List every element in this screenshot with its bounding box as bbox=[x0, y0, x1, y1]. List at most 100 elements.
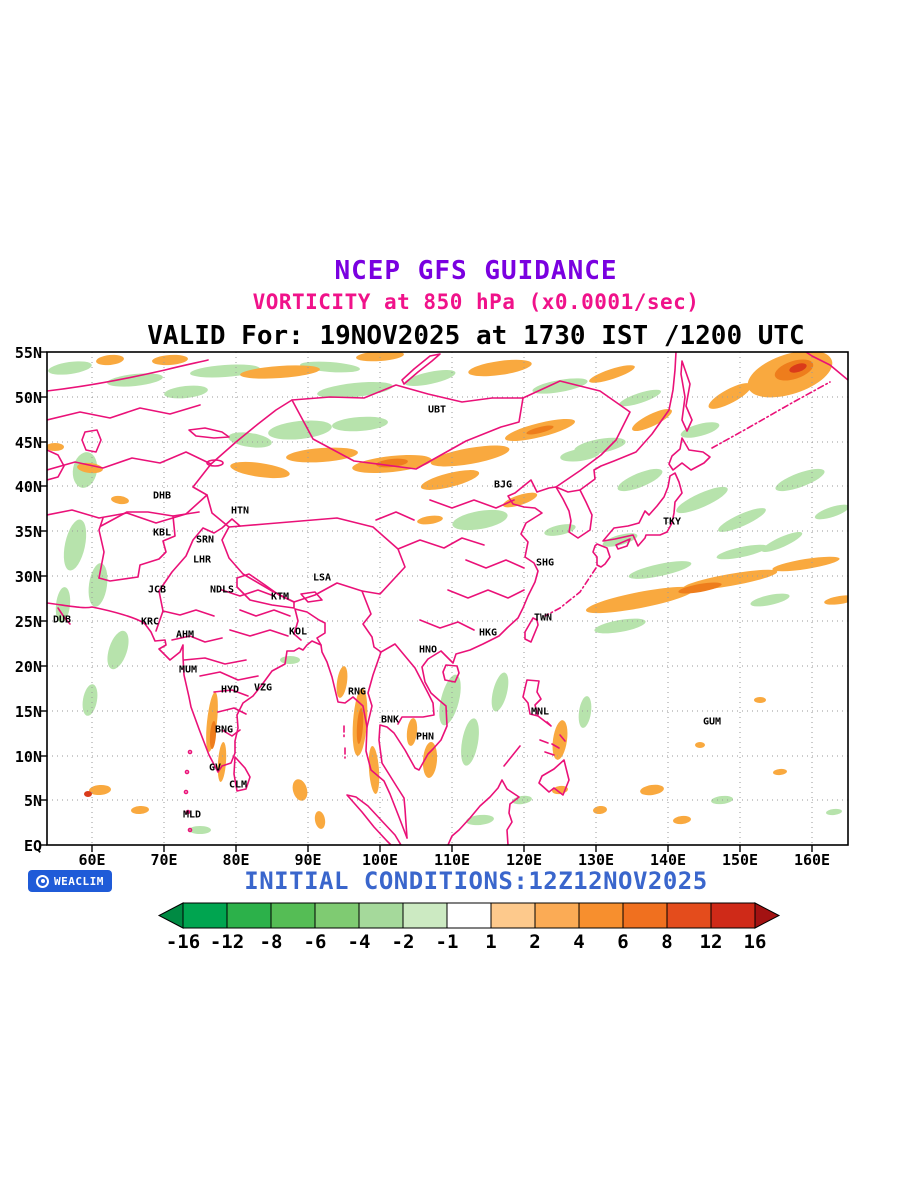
lon-label: 110E bbox=[433, 851, 471, 869]
colorbar-segment bbox=[622, 902, 668, 929]
colorbar-arrow-left bbox=[157, 902, 184, 929]
station-label-ubt: UBT bbox=[427, 404, 447, 416]
colorbar-segment bbox=[314, 902, 360, 929]
colorbar-segment bbox=[182, 902, 228, 929]
station-label-krc: KRC bbox=[140, 616, 160, 628]
lat-label: 55N bbox=[14, 344, 42, 362]
lat-label: 20N bbox=[14, 658, 42, 676]
lon-label: 140E bbox=[649, 851, 687, 869]
colorbar-segment bbox=[226, 902, 272, 929]
station-label-kol: KOL bbox=[288, 626, 308, 638]
lon-label: 90E bbox=[294, 851, 322, 869]
weaclim-badge: WEACLIM bbox=[28, 870, 112, 892]
weaclim-logo-icon bbox=[36, 874, 49, 888]
colorbar-tick-label: -4 bbox=[347, 931, 371, 953]
station-label-hno: HNO bbox=[418, 644, 438, 656]
station-label-htn: HTN bbox=[230, 505, 250, 517]
lat-label: 10N bbox=[14, 748, 42, 766]
lon-label: 160E bbox=[793, 851, 831, 869]
station-label-dhb: DHB bbox=[152, 490, 172, 502]
colorbar-segment bbox=[490, 902, 536, 929]
station-label-ndls: NDLS bbox=[209, 584, 235, 596]
station-label-gv: GV bbox=[208, 762, 222, 774]
station-label-mld: MLD bbox=[182, 809, 202, 821]
island-arc-dashes bbox=[343, 381, 831, 759]
station-label-ahm: AHM bbox=[175, 629, 195, 641]
colorbar-tick-label: 8 bbox=[661, 931, 673, 953]
station-label-lsa: LSA bbox=[312, 572, 332, 584]
valid-time-line: VALID For: 19NOV2025 at 1730 IST /1200 U… bbox=[147, 321, 805, 351]
station-label-hkg: HKG bbox=[478, 627, 498, 639]
map-frame bbox=[46, 351, 849, 846]
axis-ticks bbox=[40, 351, 813, 852]
colorbar-tick-label: 16 bbox=[743, 931, 767, 953]
lon-label: 60E bbox=[78, 851, 106, 869]
extreme-vorticity-core bbox=[84, 363, 807, 797]
lon-label: 130E bbox=[577, 851, 615, 869]
colorbar-tick-label: -2 bbox=[391, 931, 415, 953]
colorbar-segment bbox=[666, 902, 712, 929]
station-label-tky: TKY bbox=[662, 516, 682, 528]
colorbar-tick-label: -1 bbox=[435, 931, 459, 953]
negative-vorticity-shading bbox=[48, 361, 848, 834]
lat-label: 35N bbox=[14, 523, 42, 541]
station-label-twn: TWN bbox=[533, 612, 553, 624]
lat-label: 40N bbox=[14, 478, 42, 496]
lat-label: EQ bbox=[23, 837, 42, 855]
lon-label: 150E bbox=[721, 851, 759, 869]
colorbar-segment bbox=[402, 902, 448, 929]
lat-label: 50N bbox=[14, 389, 42, 407]
lon-label: 120E bbox=[505, 851, 543, 869]
colorbar-arrow-right bbox=[754, 902, 781, 929]
station-label-dub: DUB bbox=[52, 614, 72, 626]
chart-subtitle: VORTICITY at 850 hPa (x0.0001/sec) bbox=[252, 290, 700, 314]
station-label-jcb: JCB bbox=[147, 584, 167, 596]
colorbar-segment bbox=[578, 902, 624, 929]
station-label-mum: MUM bbox=[178, 664, 198, 676]
station-label-lhr: LHR bbox=[192, 554, 212, 566]
colorbar-tick-label: 12 bbox=[699, 931, 723, 953]
station-label-ktm: KTM bbox=[270, 591, 290, 603]
colorbar-tick-label: 4 bbox=[573, 931, 585, 953]
weaclim-logo-text: WEACLIM bbox=[54, 874, 104, 888]
colorbar-segment bbox=[446, 902, 492, 929]
colorbar-segment bbox=[358, 902, 404, 929]
station-label-vzg: VZG bbox=[253, 682, 273, 694]
station-label-bng: BNG bbox=[214, 724, 234, 736]
initial-conditions-line: INITIAL CONDITIONS:12Z12NOV2025 bbox=[244, 867, 708, 895]
lon-label: 70E bbox=[150, 851, 178, 869]
lon-label: 80E bbox=[222, 851, 250, 869]
station-label-hyd: HYD bbox=[220, 684, 240, 696]
station-label-gum: GUM bbox=[702, 716, 722, 728]
lon-label: 100E bbox=[361, 851, 399, 869]
colorbar-tick-label: -16 bbox=[165, 931, 201, 953]
colorbar-tick-label: -6 bbox=[303, 931, 327, 953]
station-label-rng: RNG bbox=[347, 686, 367, 698]
colorbar-segment bbox=[534, 902, 580, 929]
lat-label: 25N bbox=[14, 613, 42, 631]
chart-title: NCEP GFS GUIDANCE bbox=[334, 256, 618, 286]
station-label-shg: SHG bbox=[535, 557, 555, 569]
colorbar-segment bbox=[710, 902, 756, 929]
colorbar-tick-label: 2 bbox=[529, 931, 541, 953]
colorbar-tick-label: 1 bbox=[485, 931, 497, 953]
lat-label: 30N bbox=[14, 568, 42, 586]
station-label-clm: CLM bbox=[228, 779, 248, 791]
lat-label: 5N bbox=[23, 792, 42, 810]
station-label-phn: PHN bbox=[415, 731, 435, 743]
station-label-bnk: BNK bbox=[380, 714, 400, 726]
station-label-mnl: MNL bbox=[530, 706, 550, 718]
coastlines-borders bbox=[47, 352, 848, 845]
lat-label: 15N bbox=[14, 703, 42, 721]
station-label-srn: SRN bbox=[195, 534, 215, 546]
colorbar-tick-label: 6 bbox=[617, 931, 629, 953]
colorbar-segment bbox=[270, 902, 316, 929]
station-label-kbl: KBL bbox=[152, 527, 172, 539]
lat-label: 45N bbox=[14, 434, 42, 452]
colorbar bbox=[157, 902, 781, 929]
station-label-bjg: BJG bbox=[493, 479, 513, 491]
grid-lines bbox=[47, 352, 848, 845]
colorbar-tick-label: -12 bbox=[209, 931, 245, 953]
colorbar-tick-label: -8 bbox=[259, 931, 283, 953]
